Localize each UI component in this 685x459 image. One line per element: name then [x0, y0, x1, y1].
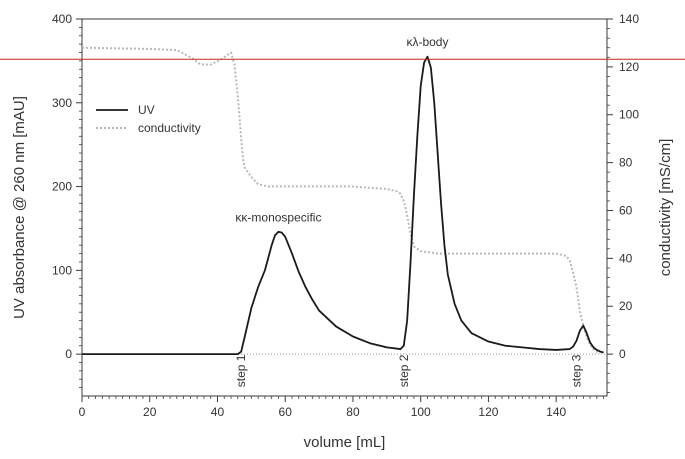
- step-label: step 1: [234, 354, 248, 387]
- peak-label: κλ-body: [406, 35, 448, 49]
- x-tick-label: 140: [546, 405, 566, 419]
- x-tick-label: 40: [211, 405, 225, 419]
- annotations: κκ-monospecific κλ-body step 1 step 2 step 3: [234, 35, 583, 387]
- step-label: step 3: [570, 354, 584, 387]
- axis-ticks: [76, 18, 613, 402]
- y2-tick-label: 20: [619, 299, 633, 313]
- x-tick-label: 60: [279, 405, 293, 419]
- series-lines: [81, 46, 604, 356]
- y-tick-label: 0: [65, 347, 72, 361]
- y-tick-label: 200: [52, 180, 72, 194]
- y2-axis-title: conductivity [mS/cm]: [657, 139, 674, 277]
- y2-tick-label: 60: [619, 203, 633, 217]
- x-axis-title: volume [mL]: [304, 434, 386, 451]
- y2-tick-label: 100: [619, 108, 639, 122]
- y2-tick-label: 80: [619, 156, 633, 170]
- y2-tick-label: 0: [619, 347, 626, 361]
- x-tick-label: 100: [411, 405, 431, 419]
- x-tick-label: 0: [79, 405, 86, 419]
- legend-conductivity-label: conductivity: [138, 121, 201, 135]
- y-axis-title: UV absorbance @ 260 nm [mAU]: [11, 96, 28, 319]
- y-tick-label: 400: [52, 12, 72, 26]
- peak-label: κκ-monospecific: [235, 211, 321, 225]
- y-tick-label: 300: [52, 96, 72, 110]
- legend: UV conductivity: [96, 103, 201, 135]
- x-tick-label: 20: [143, 405, 157, 419]
- uv-line: [82, 55, 604, 356]
- step-label: step 2: [397, 354, 411, 387]
- plot-frame: [81, 18, 608, 397]
- x-tick-label: 120: [478, 405, 498, 419]
- y-tick-label: 100: [52, 263, 72, 277]
- tick-labels: 0 20 40 60 80 100 120 140 0 100 200 300 400 0 20 40 60 80…: [52, 12, 639, 419]
- y2-tick-label: 140: [619, 12, 639, 26]
- conductivity-line: [81, 46, 601, 354]
- y2-tick-label: 40: [619, 251, 633, 265]
- x-tick-label: 80: [346, 405, 360, 419]
- legend-uv-label: UV: [138, 103, 155, 117]
- y2-tick-label: 120: [619, 60, 639, 74]
